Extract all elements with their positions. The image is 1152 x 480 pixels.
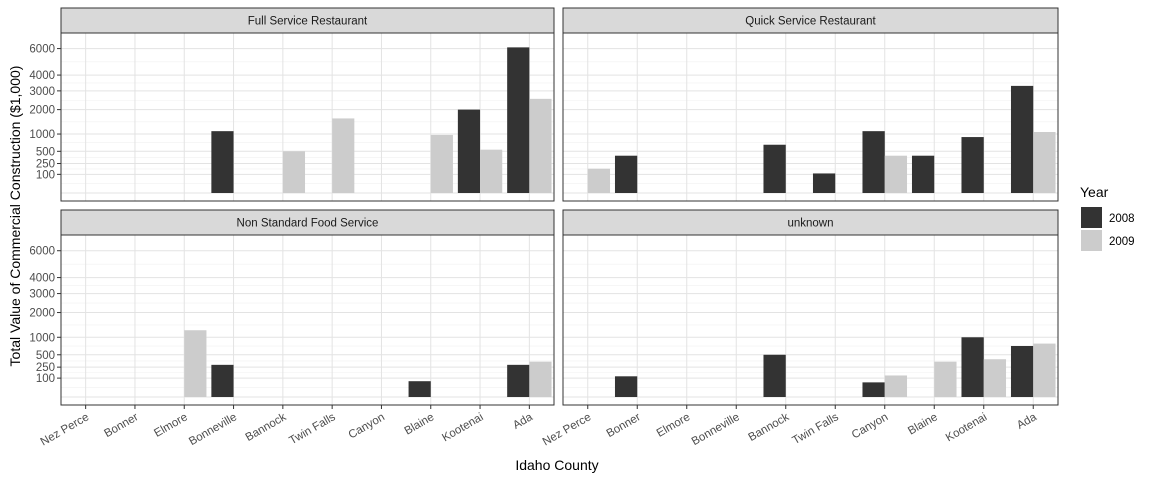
- bar-2009: [1033, 132, 1056, 193]
- x-tick-label: Bonneville: [690, 411, 742, 448]
- x-tick-label: Canyon: [850, 411, 890, 441]
- facet-strip: [562, 209, 1059, 236]
- y-axis-title: Total Value of Commercial Construction (…: [7, 66, 23, 367]
- bar-2008: [763, 144, 786, 193]
- bar-2009: [1033, 343, 1056, 397]
- x-tick-label: Bonneville: [187, 411, 239, 448]
- facet-title: Full Service Restaurant: [248, 16, 368, 28]
- legend-title: Year: [1080, 184, 1109, 200]
- bar-2009: [282, 151, 306, 193]
- x-tick-label: Twin Falls: [287, 411, 337, 447]
- y-tick-label: 2000: [29, 105, 55, 117]
- bar-2008: [862, 382, 885, 397]
- facet-panel: unknown: [562, 209, 1059, 406]
- panel-border: [60, 234, 555, 406]
- x-tick-label: Bonner: [605, 411, 643, 440]
- y-tick-label: 250: [36, 159, 55, 171]
- facet-title: unknown: [787, 218, 833, 230]
- x-tick-label: Canyon: [347, 411, 387, 441]
- facet-title: Non Standard Food Service: [237, 218, 379, 230]
- x-tick-label: Nez Perce: [541, 411, 593, 448]
- y-tick-label: 4000: [29, 273, 55, 285]
- x-tick-label: Blaine: [403, 411, 437, 437]
- bar-2009: [480, 149, 503, 193]
- bar-2009: [884, 375, 908, 397]
- bar-2008: [457, 109, 481, 193]
- x-tick-label: Bannock: [244, 411, 289, 444]
- x-tick-label: Bannock: [746, 411, 791, 444]
- facet-panel: Quick Service Restaurant: [562, 7, 1059, 202]
- x-tick-label: Elmore: [152, 411, 190, 440]
- bar-2008: [507, 47, 530, 193]
- facet-strip: [60, 7, 555, 34]
- bar-2008: [408, 381, 431, 397]
- x-tick-label: Bonner: [102, 411, 140, 440]
- bar-2009: [529, 361, 552, 397]
- panel-border: [562, 32, 1059, 202]
- facet-strip: [562, 7, 1059, 34]
- bar-2009: [332, 118, 355, 193]
- legend-label: 2008: [1109, 213, 1135, 225]
- x-axis-title: Idaho County: [515, 457, 598, 473]
- y-tick-label: 1000: [29, 332, 55, 344]
- x-tick-label: Ada: [511, 411, 535, 432]
- bar-2008: [211, 131, 234, 193]
- y-tick-label: 3000: [29, 289, 55, 301]
- bar-2008: [507, 364, 530, 397]
- y-tick-label: 100: [36, 373, 55, 385]
- bar-2008: [1010, 85, 1034, 193]
- facet-title: Quick Service Restaurant: [745, 16, 876, 28]
- facet-strip: [60, 209, 555, 236]
- y-tick-label: 2000: [29, 308, 55, 320]
- legend: Year 2008 2009: [1080, 184, 1135, 251]
- legend-label: 2009: [1109, 236, 1135, 248]
- bar-2009: [587, 168, 611, 193]
- bar-2008: [614, 376, 638, 397]
- x-tick-label: Elmore: [655, 411, 693, 440]
- bar-2008: [911, 155, 935, 193]
- facet-panel: Non Standard Food Service: [60, 209, 555, 406]
- panel-background: [61, 235, 554, 405]
- bar-2008: [1010, 345, 1034, 397]
- y-tick-label: 500: [36, 146, 55, 158]
- y-tick-label: 1000: [29, 129, 55, 141]
- bar-2008: [862, 131, 885, 193]
- bar-2009: [430, 134, 453, 193]
- y-tick-label: 4000: [29, 70, 55, 82]
- legend-swatch: [1081, 207, 1102, 228]
- bar-2008: [812, 173, 836, 193]
- y-tick-label: 6000: [29, 44, 55, 56]
- panel-border: [562, 234, 1059, 406]
- x-tick-label: Kootenai: [944, 411, 989, 444]
- y-tick-label: 500: [36, 350, 55, 362]
- bar-2008: [961, 137, 984, 193]
- y-tick-label: 100: [36, 169, 55, 181]
- bar-2008: [211, 364, 234, 397]
- bar-2008: [961, 337, 984, 397]
- x-tick-label: Ada: [1015, 411, 1039, 432]
- bar-2009: [529, 98, 552, 193]
- y-tick-label: 250: [36, 362, 55, 374]
- legend-swatch: [1081, 230, 1102, 251]
- bar-2008: [614, 155, 638, 193]
- bar-2009: [884, 155, 908, 193]
- x-tick-label: Twin Falls: [790, 411, 840, 447]
- bar-2009: [934, 361, 957, 397]
- bar-2008: [763, 354, 786, 397]
- y-tick-label: 3000: [29, 86, 55, 98]
- x-tick-label: Nez Perce: [39, 411, 91, 448]
- panel-border: [60, 32, 555, 202]
- bar-2009: [983, 359, 1007, 397]
- bar-2009: [184, 330, 207, 397]
- y-tick-label: 6000: [29, 246, 55, 258]
- panels-layer: Full Service Restaurant Quick Service Res…: [60, 7, 1059, 406]
- x-tick-label: Blaine: [906, 411, 940, 437]
- x-tick-label: Kootenai: [440, 411, 485, 444]
- facet-panel: Full Service Restaurant: [60, 7, 555, 202]
